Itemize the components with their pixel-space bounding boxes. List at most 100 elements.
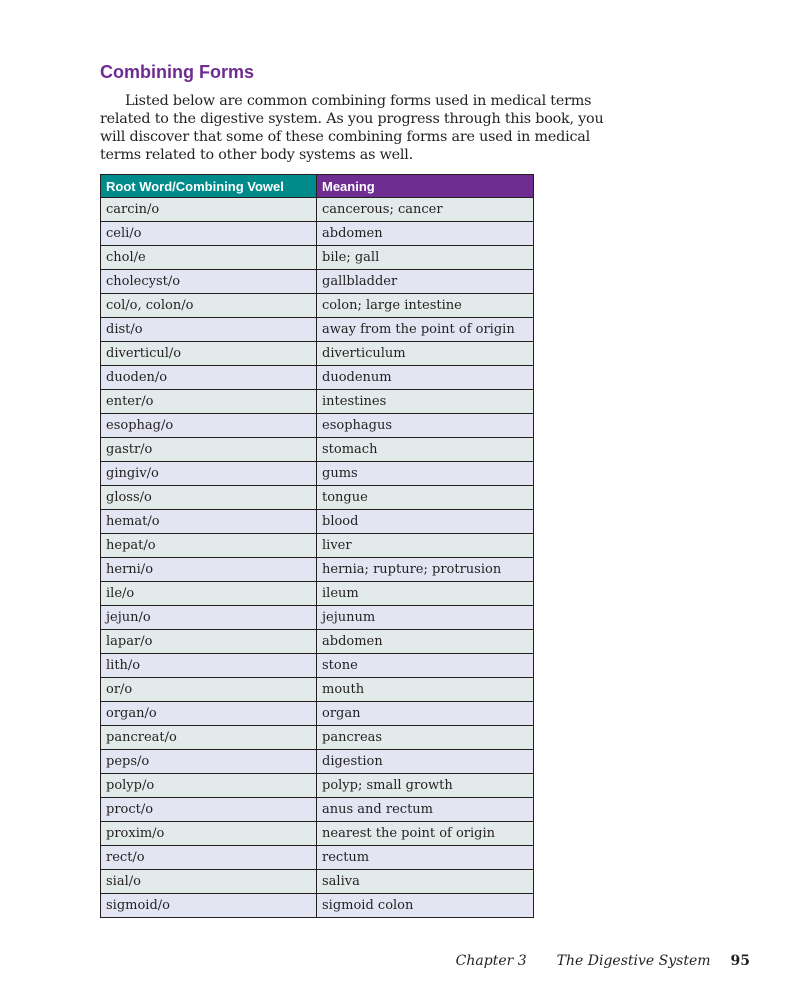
table-row: herni/o hernia; rupture; protrusion (100, 557, 534, 582)
table-row: sigmoid/o sigmoid colon (100, 893, 534, 918)
meaning-cell: intestines (316, 389, 534, 414)
meaning-cell: nearest the point of origin (316, 821, 534, 846)
table-row: jejun/o jejunum (100, 605, 534, 630)
table-row: gastr/o stomach (100, 437, 534, 462)
meaning-cell: abdomen (316, 221, 534, 246)
table-row: ile/o ileum (100, 581, 534, 606)
root-word-cell: proxim/o (100, 821, 317, 846)
table-row: dist/o away from the point of origin (100, 317, 534, 342)
table-header-row: Root Word/Combining Vowel Meaning (100, 174, 534, 198)
intro-paragraph: Listed below are common combining forms … (100, 93, 604, 163)
meaning-cell: esophagus (316, 413, 534, 438)
table-row: organ/o organ (100, 701, 534, 726)
meaning-cell: duodenum (316, 365, 534, 390)
root-word-cell: pancreat/o (100, 725, 317, 750)
root-word-cell: peps/o (100, 749, 317, 774)
root-word-cell: carcin/o (100, 197, 317, 222)
meaning-cell: pancreas (316, 725, 534, 750)
table-row: peps/o digestion (100, 749, 534, 774)
table-row: cholecyst/o gallbladder (100, 269, 534, 294)
table-body: carcin/o cancerous; cancer celi/o abdomen ch… (100, 197, 534, 918)
combining-forms-table: Root Word/Combining Vowel Meaning carcin… (100, 174, 534, 918)
table-row: celi/o abdomen (100, 221, 534, 246)
meaning-cell: saliva (316, 869, 534, 894)
root-word-cell: rect/o (100, 845, 317, 870)
page-footer: Chapter 3 The Digestive System 95 (456, 953, 750, 969)
table-row: hemat/o blood (100, 509, 534, 534)
meaning-cell: organ (316, 701, 534, 726)
page-number: 95 (730, 953, 750, 969)
root-word-cell: lapar/o (100, 629, 317, 654)
root-word-cell: diverticul/o (100, 341, 317, 366)
table-row: gingiv/o gums (100, 461, 534, 486)
meaning-cell: cancerous; cancer (316, 197, 534, 222)
root-word-cell: herni/o (100, 557, 317, 582)
section-heading: Combining Forms (100, 62, 254, 82)
table-row: proct/o anus and rectum (100, 797, 534, 822)
meaning-cell: digestion (316, 749, 534, 774)
header-root-word: Root Word/Combining Vowel (100, 174, 317, 198)
table-row: gloss/o tongue (100, 485, 534, 510)
root-word-cell: enter/o (100, 389, 317, 414)
meaning-cell: abdomen (316, 629, 534, 654)
root-word-cell: polyp/o (100, 773, 317, 798)
footer-chapter: Chapter 3 (455, 953, 527, 969)
root-word-cell: gastr/o (100, 437, 317, 462)
meaning-cell: sigmoid colon (316, 893, 534, 918)
table-row: col/o, colon/o colon; large intestine (100, 293, 534, 318)
root-word-cell: esophag/o (100, 413, 317, 438)
meaning-cell: jejunum (316, 605, 534, 630)
meaning-cell: polyp; small growth (316, 773, 534, 798)
meaning-cell: gums (316, 461, 534, 486)
meaning-cell: liver (316, 533, 534, 558)
table-row: esophag/o esophagus (100, 413, 534, 438)
root-word-cell: gingiv/o (100, 461, 317, 486)
root-word-cell: celi/o (100, 221, 317, 246)
root-word-cell: or/o (100, 677, 317, 702)
root-word-cell: col/o, colon/o (100, 293, 317, 318)
root-word-cell: organ/o (100, 701, 317, 726)
table-row: carcin/o cancerous; cancer (100, 197, 534, 222)
meaning-cell: tongue (316, 485, 534, 510)
meaning-cell: rectum (316, 845, 534, 870)
footer-title: The Digestive System (556, 953, 711, 969)
table-row: or/o mouth (100, 677, 534, 702)
table-row: polyp/o polyp; small growth (100, 773, 534, 798)
root-word-cell: sial/o (100, 869, 317, 894)
table-row: rect/o rectum (100, 845, 534, 870)
table-row: proxim/o nearest the point of origin (100, 821, 534, 846)
root-word-cell: duoden/o (100, 365, 317, 390)
meaning-cell: mouth (316, 677, 534, 702)
root-word-cell: ile/o (100, 581, 317, 606)
header-meaning: Meaning (316, 174, 534, 198)
root-word-cell: hepat/o (100, 533, 317, 558)
meaning-cell: away from the point of origin (316, 317, 534, 342)
table-row: lith/o stone (100, 653, 534, 678)
root-word-cell: chol/e (100, 245, 317, 270)
root-word-cell: gloss/o (100, 485, 317, 510)
root-word-cell: sigmoid/o (100, 893, 317, 918)
meaning-cell: colon; large intestine (316, 293, 534, 318)
root-word-cell: dist/o (100, 317, 317, 342)
meaning-cell: ileum (316, 581, 534, 606)
meaning-cell: gallbladder (316, 269, 534, 294)
table-row: duoden/o duodenum (100, 365, 534, 390)
root-word-cell: hemat/o (100, 509, 317, 534)
meaning-cell: bile; gall (316, 245, 534, 270)
table-row: hepat/o liver (100, 533, 534, 558)
root-word-cell: jejun/o (100, 605, 317, 630)
root-word-cell: cholecyst/o (100, 269, 317, 294)
table-row: enter/o intestines (100, 389, 534, 414)
meaning-cell: anus and rectum (316, 797, 534, 822)
table-row: pancreat/o pancreas (100, 725, 534, 750)
table-row: diverticul/o diverticulum (100, 341, 534, 366)
table-row: lapar/o abdomen (100, 629, 534, 654)
meaning-cell: hernia; rupture; protrusion (316, 557, 534, 582)
root-word-cell: proct/o (100, 797, 317, 822)
table-row: sial/o saliva (100, 869, 534, 894)
meaning-cell: stone (316, 653, 534, 678)
meaning-cell: stomach (316, 437, 534, 462)
meaning-cell: diverticulum (316, 341, 534, 366)
table-row: chol/e bile; gall (100, 245, 534, 270)
